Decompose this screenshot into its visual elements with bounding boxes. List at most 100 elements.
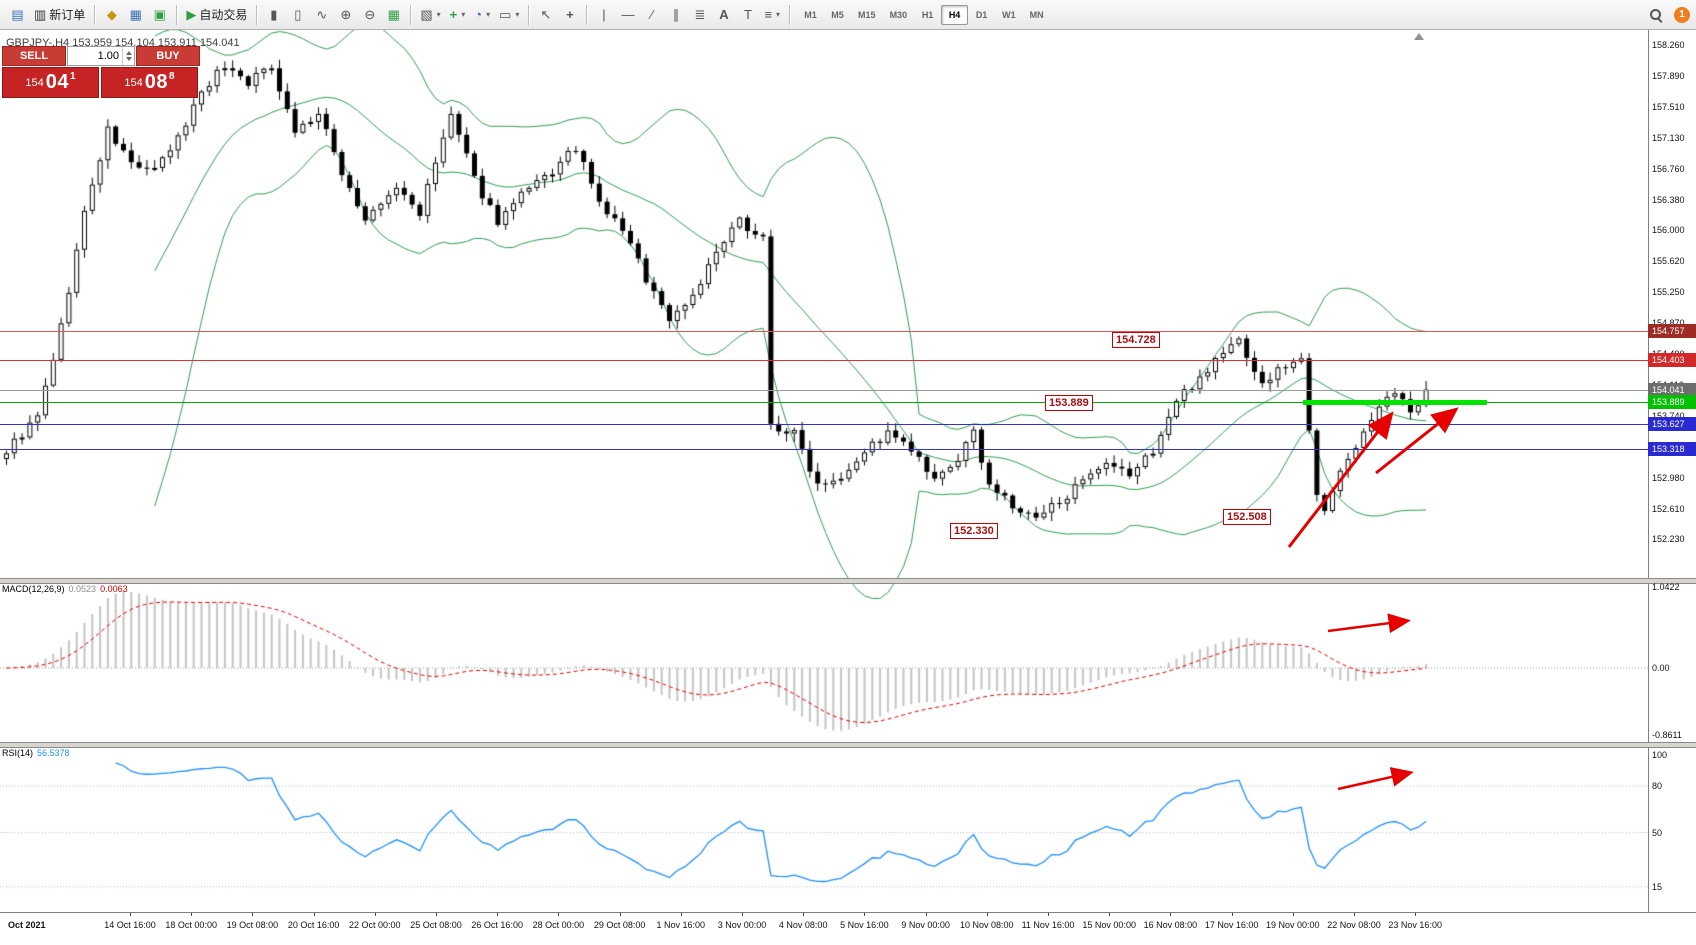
toolbar-separator <box>94 4 96 25</box>
tile-windows-button[interactable]: ▦ <box>382 3 405 26</box>
rsi-name: RSI(14) <box>2 748 34 758</box>
support-line-segment[interactable] <box>1303 400 1487 406</box>
chart-shift-marker[interactable] <box>1414 33 1424 40</box>
text-icon: A <box>719 7 729 22</box>
rsi-value: 56.5378 <box>37 748 70 758</box>
timeframe-button-m5[interactable]: M5 <box>824 5 851 25</box>
search-button[interactable] <box>1644 3 1667 26</box>
cursor-tool-button[interactable]: ↖ <box>534 3 557 26</box>
volume-decrease-icon[interactable] <box>125 57 132 61</box>
price-level-line[interactable] <box>0 402 1648 404</box>
price-tag: 153.889 <box>1648 395 1696 410</box>
rsi-axis-label: 100 <box>1652 750 1668 760</box>
volume-increase-icon[interactable] <box>125 51 132 55</box>
volume-steppers[interactable] <box>122 47 134 65</box>
notification-badge[interactable]: 1 <box>1674 6 1690 23</box>
bid-price-display[interactable]: 154 04 1 <box>2 67 99 98</box>
volume-field[interactable]: 1.00 <box>67 46 135 66</box>
price-level-line[interactable] <box>0 330 1648 332</box>
fibonacci-tool-button[interactable]: ≣ <box>688 3 711 26</box>
time-axis-label: 9 Nov 00:00 <box>901 920 950 930</box>
text-tool-button[interactable]: A <box>712 3 735 26</box>
cursor-icon: ↖ <box>540 7 552 22</box>
timeframe-button-mn[interactable]: MN <box>1023 5 1051 25</box>
annotation-label[interactable]: 153.889 <box>1045 395 1093 411</box>
toolbar: ▤ ▥ 新订单 ◆ ▦ ▣ ▶ 自动交易 ▮ ▯ ∿ ⊕ ⊖ ▦ ▧ ▾ + ▾ <box>0 0 1696 30</box>
price-level-line[interactable] <box>0 389 1648 391</box>
panel-separator[interactable] <box>0 578 1696 584</box>
timeframe-button-d1[interactable]: D1 <box>968 5 995 25</box>
timeframe-button-m30[interactable]: M30 <box>883 5 915 25</box>
time-axis-tick <box>191 913 193 916</box>
add-indicator-button[interactable]: + ▾ <box>446 3 470 26</box>
annotation-label[interactable]: 152.508 <box>1223 509 1271 525</box>
period-button[interactable]: ◔ ▾ <box>470 3 494 26</box>
vertical-line-tool-button[interactable]: | <box>592 3 615 26</box>
time-axis-tick <box>497 913 499 916</box>
price-level-line[interactable] <box>0 359 1648 361</box>
line-chart-mode-button[interactable]: ∿ <box>310 3 333 26</box>
time-axis[interactable]: Oct 2021 14 Oct 16:00 18 Oct 00:00 19 Oct 0… <box>0 912 1696 945</box>
timeframe-button-h4[interactable]: H4 <box>941 4 969 25</box>
add-indicator-icon: + <box>449 7 458 22</box>
timeframe-button-m15[interactable]: M15 <box>851 5 883 25</box>
crosshair-tool-button[interactable]: + <box>558 3 581 26</box>
new-chart-icon: ▧ <box>420 7 433 22</box>
timeframe-button-m1[interactable]: M1 <box>797 5 824 25</box>
templates-button[interactable]: ▭ ▾ <box>495 3 523 26</box>
time-axis-label: 18 Oct 00:00 <box>165 920 217 930</box>
rsi-axis-label: 15 <box>1652 881 1663 892</box>
trendline-tool-button[interactable]: ∕ <box>640 3 663 26</box>
price-axis-label: 157.510 <box>1652 101 1685 112</box>
time-axis-label: Oct 2021 <box>8 920 46 930</box>
time-axis-tick <box>558 913 560 916</box>
sell-button[interactable]: SELL <box>2 46 66 66</box>
annotation-label[interactable]: 152.330 <box>950 523 998 539</box>
volume-value[interactable]: 1.00 <box>97 50 119 62</box>
timeframe-button-w1[interactable]: W1 <box>995 5 1023 25</box>
price-level-line[interactable] <box>0 448 1648 450</box>
new-order-button[interactable]: ▥ 新订单 <box>30 3 89 26</box>
buy-button[interactable]: BUY <box>136 46 200 66</box>
shapes-menu-button[interactable]: ≡ ▾ <box>760 3 784 26</box>
toolbar-separator <box>528 4 530 25</box>
time-axis-tick <box>1292 913 1294 916</box>
time-axis-tick <box>803 913 805 916</box>
market-watch-button[interactable]: ◆ <box>100 3 123 26</box>
macd-main-value: 0.0523 <box>68 584 97 594</box>
price-tag: 153.627 <box>1648 416 1696 431</box>
chart-window[interactable]: GBPJPY-,H4 153.959 154.104 153.911 154.0… <box>0 30 1696 945</box>
time-axis-tick <box>1170 913 1172 916</box>
zoom-out-button[interactable]: ⊖ <box>358 3 381 26</box>
timeframe-button-h1[interactable]: H1 <box>914 5 941 25</box>
zoom-in-button[interactable]: ⊕ <box>334 3 357 26</box>
toolbar-separator <box>586 4 588 25</box>
label-tool-button[interactable]: T <box>736 3 759 26</box>
toolbar-separator <box>176 4 178 25</box>
price-axis-label: 157.890 <box>1652 70 1685 81</box>
toolbar-separator <box>410 4 412 25</box>
time-axis-tick <box>864 913 866 916</box>
new-chart-button[interactable]: ▧ ▾ <box>416 3 444 26</box>
terminal-button[interactable]: ▣ <box>148 3 171 26</box>
price-level-line[interactable] <box>0 423 1648 425</box>
price-chart-canvas[interactable] <box>0 30 1648 945</box>
time-axis-label: 16 Nov 08:00 <box>1143 920 1198 930</box>
channel-icon: ∥ <box>672 7 680 22</box>
candlestick-mode-button[interactable]: ▯ <box>286 3 309 26</box>
ask-price-display[interactable]: 154 08 8 <box>101 67 198 98</box>
channel-tool-button[interactable]: ∥ <box>664 3 687 26</box>
new-window-button[interactable]: ▤ <box>6 3 29 26</box>
macd-axis-label: -0.8611 <box>1652 729 1682 740</box>
bid-big-digits: 04 <box>45 71 70 93</box>
annotation-label[interactable]: 154.728 <box>1112 332 1160 348</box>
price-axis[interactable] <box>1648 30 1696 912</box>
bar-chart-mode-button[interactable]: ▮ <box>262 3 285 26</box>
price-tag: 154.041 <box>1648 382 1696 397</box>
horizontal-line-tool-button[interactable]: — <box>616 3 639 26</box>
time-axis-label: 22 Oct 00:00 <box>349 920 401 930</box>
navigator-button[interactable]: ▦ <box>124 3 147 26</box>
time-axis-label: 5 Nov 16:00 <box>840 920 889 930</box>
auto-trading-button[interactable]: ▶ 自动交易 <box>182 3 251 26</box>
panel-separator[interactable] <box>0 742 1696 748</box>
